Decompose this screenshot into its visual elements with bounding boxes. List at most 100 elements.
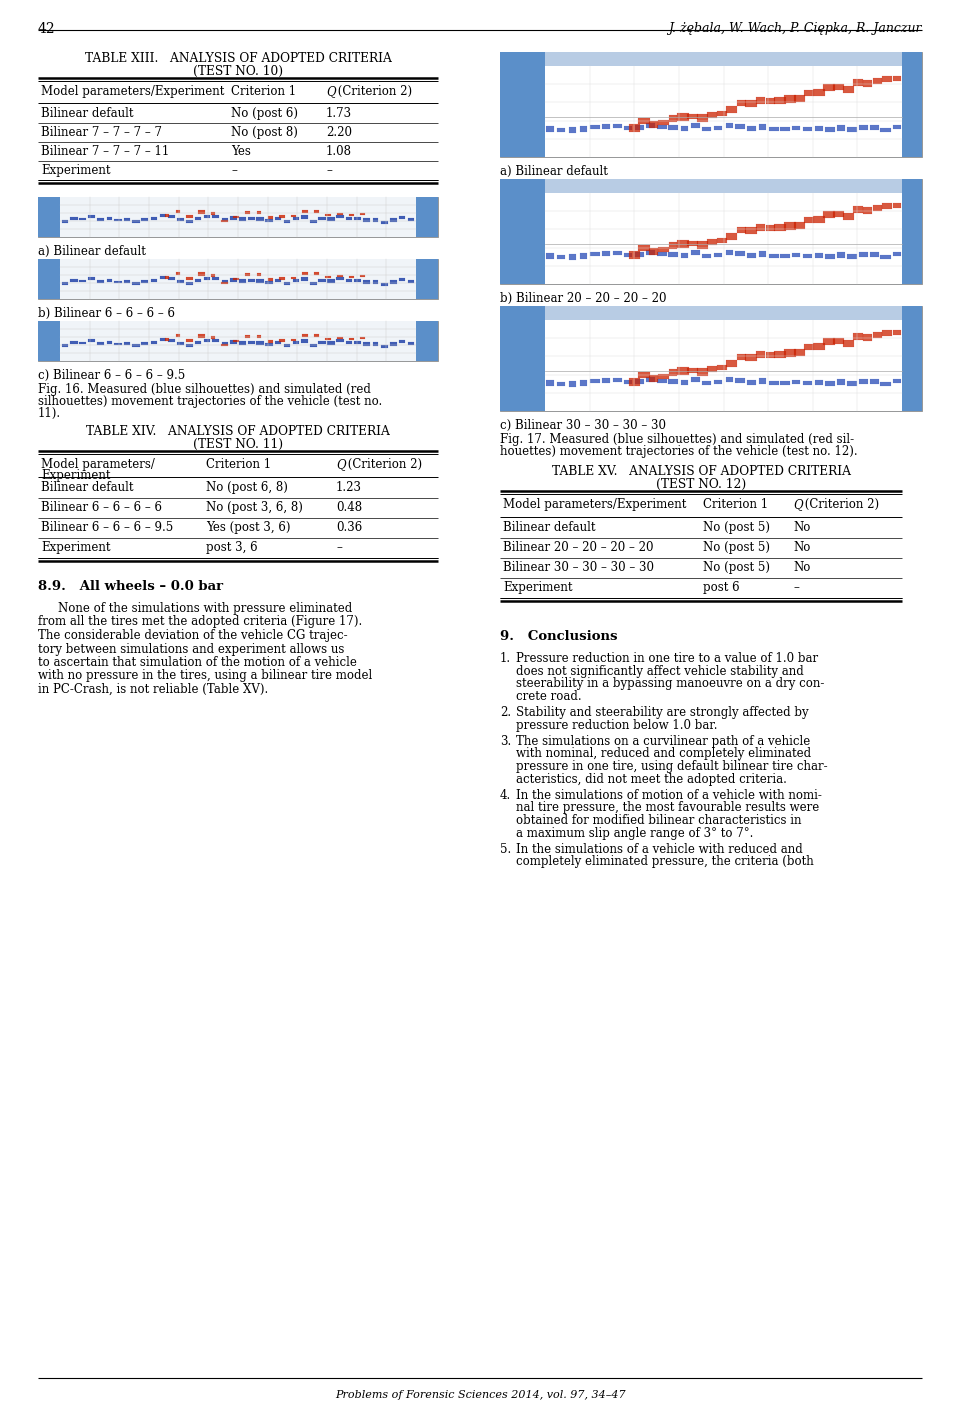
Bar xyxy=(265,219,273,222)
Bar xyxy=(164,214,169,216)
Text: (TEST NO. 12): (TEST NO. 12) xyxy=(656,478,746,490)
Bar xyxy=(390,343,397,346)
Bar xyxy=(893,76,901,81)
Bar xyxy=(681,253,688,259)
Bar xyxy=(871,251,878,257)
Bar xyxy=(746,228,756,233)
Bar xyxy=(279,277,285,280)
Text: (TEST NO. 10): (TEST NO. 10) xyxy=(193,65,283,79)
Bar xyxy=(580,379,588,386)
Bar xyxy=(769,381,779,385)
Bar xyxy=(837,125,845,131)
Bar xyxy=(245,334,251,339)
Bar xyxy=(691,250,700,256)
Text: No (post 5): No (post 5) xyxy=(703,541,770,554)
Bar xyxy=(38,320,60,361)
Bar xyxy=(668,251,678,257)
Bar xyxy=(373,281,378,284)
Bar xyxy=(232,278,239,280)
Text: 11).: 11). xyxy=(38,407,61,420)
Bar xyxy=(893,330,901,336)
Bar xyxy=(658,378,666,384)
Bar xyxy=(268,278,273,281)
Bar xyxy=(80,218,86,221)
Bar xyxy=(38,197,438,237)
Text: crete road.: crete road. xyxy=(516,690,582,702)
Text: from all the tires met the adopted criteria (Figure 17).: from all the tires met the adopted crite… xyxy=(38,615,362,628)
Bar xyxy=(347,341,351,344)
Text: 0.48: 0.48 xyxy=(336,502,362,514)
Bar xyxy=(714,125,722,131)
Bar xyxy=(629,378,639,386)
Bar xyxy=(814,253,823,259)
Bar xyxy=(88,339,95,343)
Bar xyxy=(638,118,650,124)
Text: Experiment: Experiment xyxy=(41,164,110,177)
Bar xyxy=(823,211,835,218)
Bar xyxy=(775,97,786,104)
Text: Bilinear default: Bilinear default xyxy=(41,107,133,119)
Bar xyxy=(804,254,811,259)
Bar xyxy=(545,52,902,66)
Bar xyxy=(70,340,78,344)
Bar xyxy=(658,374,669,379)
Bar xyxy=(859,253,868,257)
Bar xyxy=(638,372,650,378)
Bar xyxy=(186,277,193,280)
Bar xyxy=(151,278,156,282)
Bar xyxy=(804,381,811,385)
Bar xyxy=(238,341,247,344)
Bar xyxy=(833,339,844,344)
Text: silhouettes) movement trajectories of the vehicle (test no.: silhouettes) movement trajectories of th… xyxy=(38,395,382,407)
Bar xyxy=(687,368,698,374)
Bar xyxy=(697,114,708,121)
Bar xyxy=(211,274,215,277)
Text: Q: Q xyxy=(793,497,803,511)
Bar xyxy=(759,124,766,131)
Bar xyxy=(780,254,790,259)
Bar xyxy=(769,254,779,259)
Bar xyxy=(646,378,656,382)
Text: 0.36: 0.36 xyxy=(336,521,362,534)
Bar xyxy=(804,344,814,350)
Bar xyxy=(212,339,219,341)
Bar xyxy=(882,204,892,209)
Bar xyxy=(60,320,416,361)
Bar xyxy=(804,90,814,97)
Bar xyxy=(759,251,766,257)
Bar xyxy=(38,197,60,237)
Bar xyxy=(558,382,565,386)
Bar xyxy=(310,281,317,285)
Bar xyxy=(151,341,156,344)
Bar xyxy=(589,379,600,384)
Text: Experiment: Experiment xyxy=(41,469,110,482)
Bar xyxy=(636,251,644,257)
Bar xyxy=(107,216,112,221)
Bar xyxy=(813,216,825,223)
Bar xyxy=(658,251,666,256)
Text: (Criterion 2): (Criterion 2) xyxy=(801,497,879,511)
Text: The considerable deviation of the vehicle CG trajec-: The considerable deviation of the vehicl… xyxy=(38,629,348,642)
Bar xyxy=(871,125,878,129)
Bar xyxy=(212,277,219,280)
Bar xyxy=(804,216,814,223)
Bar xyxy=(80,341,86,344)
Bar xyxy=(677,367,689,375)
Bar xyxy=(97,343,104,346)
Text: Criterion 1: Criterion 1 xyxy=(231,84,296,98)
Bar xyxy=(325,277,331,278)
Text: In the simulations of a vehicle with reduced and: In the simulations of a vehicle with red… xyxy=(516,843,803,856)
Bar xyxy=(602,125,610,129)
Bar xyxy=(195,340,202,344)
Bar xyxy=(638,246,650,251)
Bar xyxy=(248,280,254,282)
Text: Bilinear 20 – 20 – 20 – 20: Bilinear 20 – 20 – 20 – 20 xyxy=(503,541,654,554)
Bar xyxy=(363,280,370,284)
Bar xyxy=(500,306,922,412)
Bar xyxy=(707,112,717,118)
Bar xyxy=(265,281,273,284)
Bar xyxy=(230,340,237,344)
Bar xyxy=(381,346,388,347)
Text: a) Bilinear default: a) Bilinear default xyxy=(38,244,146,259)
Bar xyxy=(293,218,299,221)
